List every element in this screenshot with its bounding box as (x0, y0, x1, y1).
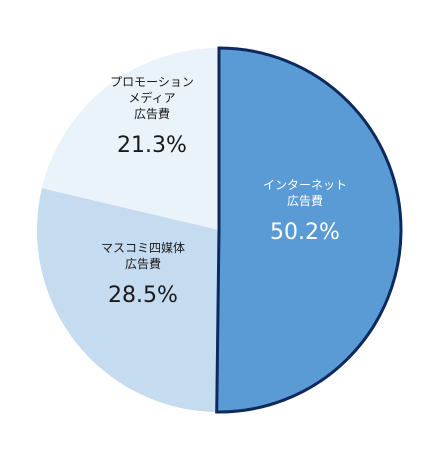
pie-slice-2 (41, 48, 219, 230)
slice-2-value-label: 21.3% (117, 133, 187, 158)
slice-0-label-line-1: 広告費 (287, 193, 323, 208)
slice-1-label-line-1: 広告費 (125, 256, 161, 271)
slice-2-label-line-2: 広告費 (134, 106, 170, 121)
slice-0-value-label: 50.2% (270, 220, 340, 245)
slice-1-value-label: 28.5% (108, 283, 178, 308)
slice-1-label-line-0: マスコミ四媒体 (101, 241, 185, 255)
pie-slice-0 (215, 46, 403, 414)
pie-slices (37, 46, 403, 414)
pie-labels: インターネット広告費50.2%マスコミ四媒体広告費28.5%プロモーションメディ… (101, 75, 347, 308)
pie-slice-1 (37, 188, 219, 412)
slice-2-label-line-1: メディア (128, 90, 175, 105)
slice-2-label-line-0: プロモーション (110, 75, 194, 89)
slice-0-label-line-0: インターネット (263, 178, 347, 192)
